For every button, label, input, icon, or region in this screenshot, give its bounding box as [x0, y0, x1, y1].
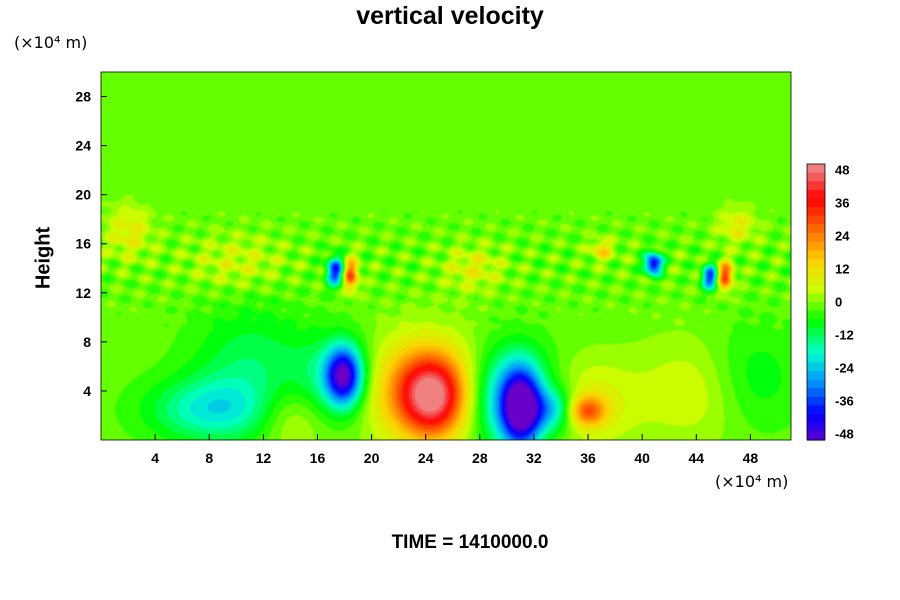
colorbar-tick-label: -48	[835, 427, 854, 442]
x-tick-label: 8	[205, 450, 213, 466]
colorbar-segment	[807, 284, 825, 294]
x-tick-label: 36	[580, 450, 596, 466]
colorbar-tick-label: 0	[835, 295, 842, 310]
colorbar-segment	[807, 207, 825, 217]
x-tick-label: 40	[634, 450, 650, 466]
x-tick-label: 32	[526, 450, 542, 466]
colorbar-segment	[807, 345, 825, 355]
colorbar-segment	[807, 379, 825, 389]
colorbar-segment	[807, 276, 825, 286]
colorbar-segment	[807, 396, 825, 407]
y-tick-label: 24	[75, 138, 91, 154]
x-tick-label: 4	[151, 450, 159, 466]
colorbar-tick-label: 48	[835, 163, 849, 178]
colorbar-segment	[807, 319, 825, 329]
y-tick-label: 12	[75, 285, 91, 301]
colorbar-segment	[807, 327, 825, 338]
colorbar-segment	[807, 353, 825, 363]
colorbar-segment	[807, 422, 825, 432]
x-tick-label: 44	[689, 450, 705, 466]
colorbar-segment	[807, 431, 825, 441]
colorbar-tick-label: -36	[835, 394, 854, 409]
colorbar-segment	[807, 267, 825, 277]
colorbar-segment	[807, 405, 825, 415]
colorbar-segment	[807, 224, 825, 234]
x-tick-label: 48	[743, 450, 759, 466]
colorbar-segment	[807, 302, 825, 312]
y-tick-label: 8	[83, 334, 91, 350]
colorbar-segment	[807, 371, 825, 381]
y-axis-unit: (×10⁴ m)	[14, 33, 88, 52]
colorbar-tick-label: 36	[835, 196, 849, 211]
colorbar-segment	[807, 310, 825, 320]
colorbar-segment	[807, 336, 825, 346]
x-tick-label: 12	[256, 450, 272, 466]
colorbar-frame	[806, 163, 826, 441]
colorbar-segment	[807, 258, 825, 269]
colorbar-segment	[807, 362, 825, 372]
colorbar-tick-label: -12	[835, 328, 854, 343]
colorbar-segment	[807, 388, 825, 398]
x-tick-label: 20	[364, 450, 380, 466]
plot-area-frame	[100, 71, 792, 441]
colorbar-segment	[807, 233, 825, 243]
colorbar-tick-label: 24	[835, 229, 850, 244]
colorbar-tick-label: 12	[835, 262, 849, 277]
x-tick-label: 28	[472, 450, 488, 466]
colorbar-segment	[807, 293, 825, 303]
y-tick-label: 4	[83, 383, 91, 399]
y-tick-label: 16	[75, 236, 91, 252]
colorbar-segment	[807, 215, 825, 225]
y-tick-label: 20	[75, 187, 91, 203]
colorbar-segment	[807, 198, 825, 208]
x-axis-unit: (×10⁴ m)	[715, 472, 789, 491]
colorbar-tick-label: -24	[835, 361, 855, 376]
time-label: TIME = 1410000.0	[391, 532, 549, 553]
colorbar-segment	[807, 189, 825, 200]
x-tick-label: 24	[418, 450, 434, 466]
y-tick-label: 28	[75, 89, 91, 105]
x-tick-label: 16	[310, 450, 326, 466]
heatmap-canvas	[101, 72, 791, 440]
colorbar-segment	[807, 164, 825, 174]
colorbar-segment	[807, 181, 825, 191]
colorbar-segment	[807, 241, 825, 251]
colorbar-segment	[807, 172, 825, 182]
colorbar-segment	[807, 250, 825, 260]
colorbar-segment	[807, 414, 825, 424]
chart-title: vertical velocity	[356, 2, 544, 30]
